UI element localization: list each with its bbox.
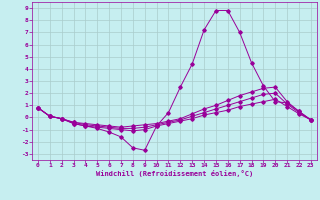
- X-axis label: Windchill (Refroidissement éolien,°C): Windchill (Refroidissement éolien,°C): [96, 170, 253, 177]
